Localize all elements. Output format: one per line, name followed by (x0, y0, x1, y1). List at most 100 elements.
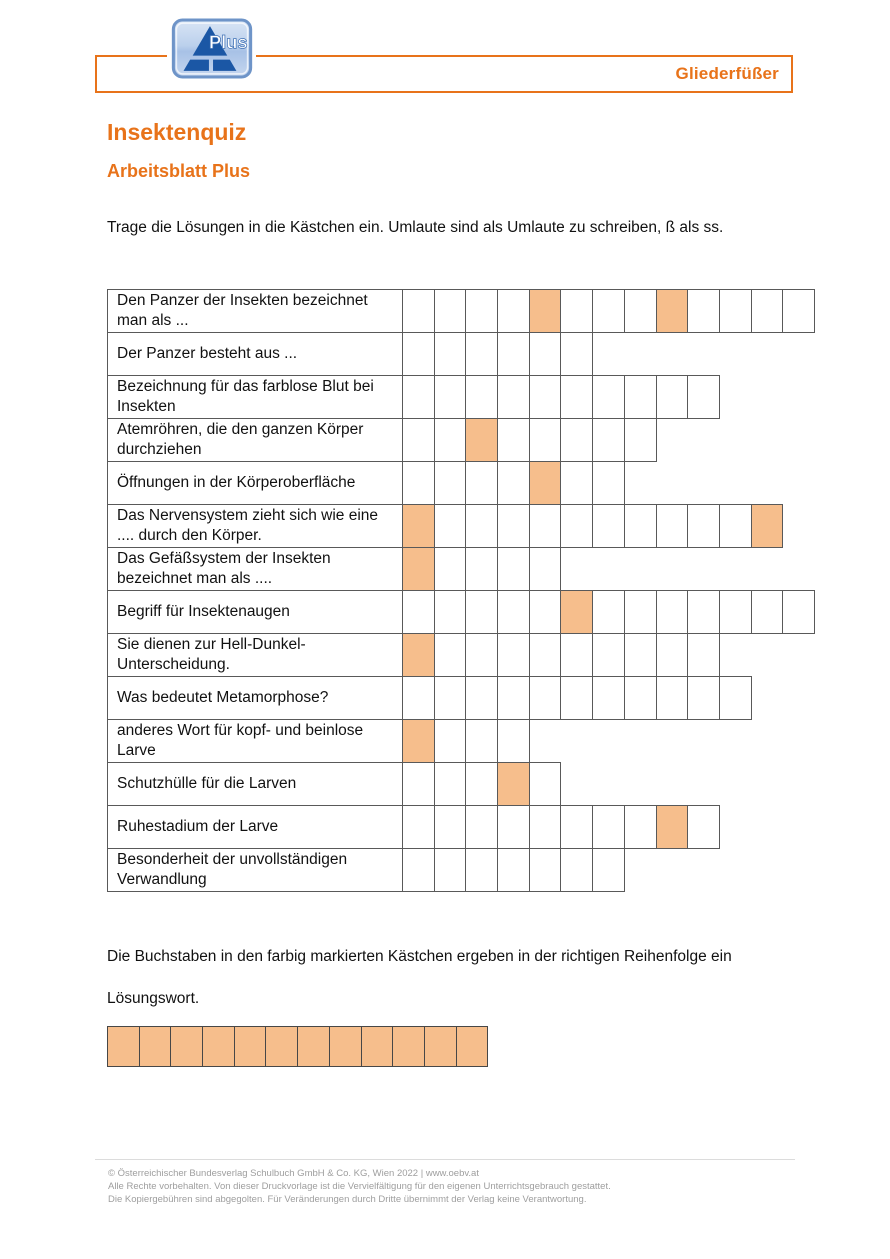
answer-cell[interactable] (592, 504, 625, 548)
answer-cell-highlighted[interactable] (402, 719, 435, 763)
answer-cell[interactable] (592, 805, 625, 849)
answer-cell[interactable] (718, 289, 752, 333)
answer-cell-highlighted[interactable] (528, 461, 562, 505)
solution-cell[interactable] (170, 1026, 204, 1067)
answer-cell[interactable] (592, 633, 625, 677)
answer-cell[interactable] (433, 332, 467, 376)
answer-cell[interactable] (497, 289, 530, 333)
answer-cell[interactable] (560, 676, 594, 720)
solution-cell[interactable] (392, 1026, 425, 1067)
answer-cell[interactable] (402, 805, 435, 849)
answer-cell[interactable] (687, 633, 720, 677)
answer-cell[interactable] (592, 590, 625, 634)
solution-cell[interactable] (265, 1026, 299, 1067)
answer-cell[interactable] (433, 805, 467, 849)
solution-cell[interactable] (297, 1026, 330, 1067)
answer-cell[interactable] (718, 590, 752, 634)
answer-cell[interactable] (687, 676, 720, 720)
solution-cell[interactable] (360, 1026, 394, 1067)
answer-cell[interactable] (655, 633, 689, 677)
answer-cell[interactable] (465, 332, 499, 376)
answer-cell[interactable] (433, 461, 467, 505)
answer-cell-highlighted[interactable] (560, 590, 594, 634)
answer-cell[interactable] (433, 719, 467, 763)
answer-cell[interactable] (497, 504, 530, 548)
answer-cell[interactable] (433, 504, 467, 548)
solution-cell[interactable] (138, 1026, 172, 1067)
answer-cell[interactable] (433, 289, 467, 333)
answer-cell[interactable] (623, 590, 657, 634)
answer-cell[interactable] (560, 332, 594, 376)
answer-cell[interactable] (433, 418, 467, 462)
solution-cell[interactable] (202, 1026, 235, 1067)
answer-cell[interactable] (687, 289, 720, 333)
answer-cell[interactable] (623, 633, 657, 677)
solution-cell[interactable] (328, 1026, 362, 1067)
answer-cell[interactable] (560, 504, 594, 548)
answer-cell-highlighted[interactable] (655, 805, 689, 849)
answer-cell[interactable] (782, 590, 815, 634)
answer-cell[interactable] (528, 504, 562, 548)
answer-cell-highlighted[interactable] (497, 762, 530, 806)
answer-cell[interactable] (592, 461, 625, 505)
answer-cell[interactable] (592, 676, 625, 720)
answer-cell[interactable] (528, 418, 562, 462)
answer-cell[interactable] (497, 676, 530, 720)
answer-cell[interactable] (528, 590, 562, 634)
answer-cell-highlighted[interactable] (655, 289, 689, 333)
answer-cell[interactable] (528, 332, 562, 376)
answer-cell[interactable] (623, 805, 657, 849)
answer-cell[interactable] (623, 418, 657, 462)
answer-cell[interactable] (465, 719, 499, 763)
answer-cell[interactable] (465, 461, 499, 505)
answer-cell[interactable] (592, 848, 625, 892)
answer-cell[interactable] (497, 719, 530, 763)
answer-cell-highlighted[interactable] (402, 633, 435, 677)
answer-cell[interactable] (560, 289, 594, 333)
answer-cell[interactable] (402, 289, 435, 333)
answer-cell[interactable] (655, 676, 689, 720)
answer-cell[interactable] (497, 633, 530, 677)
answer-cell[interactable] (402, 461, 435, 505)
answer-cell[interactable] (402, 418, 435, 462)
answer-cell[interactable] (465, 633, 499, 677)
answer-cell-highlighted[interactable] (402, 504, 435, 548)
answer-cell[interactable] (528, 762, 562, 806)
answer-cell[interactable] (433, 848, 467, 892)
answer-cell[interactable] (623, 504, 657, 548)
solution-cell[interactable] (233, 1026, 267, 1067)
answer-cell[interactable] (528, 547, 562, 591)
answer-cell[interactable] (465, 504, 499, 548)
answer-cell[interactable] (718, 504, 752, 548)
answer-cell[interactable] (718, 676, 752, 720)
answer-cell[interactable] (623, 375, 657, 419)
solution-cell[interactable] (455, 1026, 489, 1067)
answer-cell[interactable] (592, 289, 625, 333)
solution-cell[interactable] (107, 1026, 140, 1067)
answer-cell[interactable] (528, 375, 562, 419)
answer-cell[interactable] (402, 676, 435, 720)
answer-cell[interactable] (560, 375, 594, 419)
answer-cell[interactable] (402, 332, 435, 376)
answer-cell[interactable] (528, 633, 562, 677)
answer-cell[interactable] (402, 590, 435, 634)
answer-cell[interactable] (655, 504, 689, 548)
answer-cell[interactable] (592, 375, 625, 419)
answer-cell[interactable] (402, 848, 435, 892)
answer-cell[interactable] (402, 375, 435, 419)
answer-cell-highlighted[interactable] (402, 547, 435, 591)
answer-cell[interactable] (433, 590, 467, 634)
answer-cell[interactable] (560, 805, 594, 849)
answer-cell-highlighted[interactable] (750, 504, 784, 548)
answer-cell[interactable] (528, 848, 562, 892)
answer-cell[interactable] (433, 547, 467, 591)
answer-cell[interactable] (687, 590, 720, 634)
answer-cell[interactable] (623, 676, 657, 720)
answer-cell[interactable] (497, 848, 530, 892)
solution-cell[interactable] (423, 1026, 457, 1067)
answer-cell[interactable] (623, 289, 657, 333)
answer-cell[interactable] (592, 418, 625, 462)
answer-cell[interactable] (497, 375, 530, 419)
answer-cell[interactable] (465, 590, 499, 634)
answer-cell[interactable] (433, 633, 467, 677)
